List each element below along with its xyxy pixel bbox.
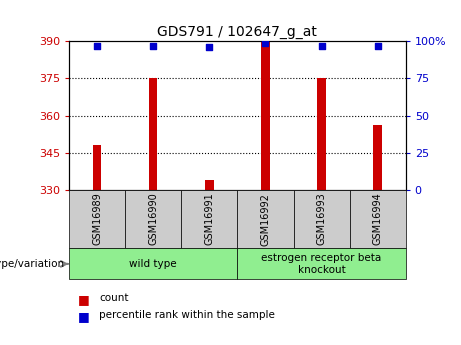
Text: GSM16992: GSM16992 — [260, 193, 271, 246]
Text: estrogen receptor beta
knockout: estrogen receptor beta knockout — [261, 253, 382, 275]
Bar — [149, 79, 158, 190]
Bar — [261, 41, 270, 190]
Text: ■: ■ — [78, 310, 90, 324]
Point — [149, 43, 157, 49]
Text: GSM16994: GSM16994 — [372, 193, 383, 245]
Bar — [205, 180, 213, 190]
Text: GSM16991: GSM16991 — [204, 193, 214, 245]
Text: percentile rank within the sample: percentile rank within the sample — [99, 310, 275, 321]
Text: GSM16989: GSM16989 — [92, 193, 102, 245]
Point — [262, 40, 269, 46]
Bar — [93, 145, 101, 190]
Bar — [373, 126, 382, 190]
Point — [374, 43, 381, 49]
Text: ■: ■ — [78, 293, 90, 306]
Text: count: count — [99, 293, 129, 303]
Text: GSM16990: GSM16990 — [148, 193, 158, 245]
Text: genotype/variation: genotype/variation — [0, 259, 65, 269]
Title: GDS791 / 102647_g_at: GDS791 / 102647_g_at — [158, 25, 317, 39]
Text: GSM16993: GSM16993 — [317, 193, 326, 245]
Point — [206, 45, 213, 50]
Bar — [317, 79, 326, 190]
Text: wild type: wild type — [130, 259, 177, 269]
Point — [94, 43, 101, 49]
Point — [318, 43, 325, 49]
